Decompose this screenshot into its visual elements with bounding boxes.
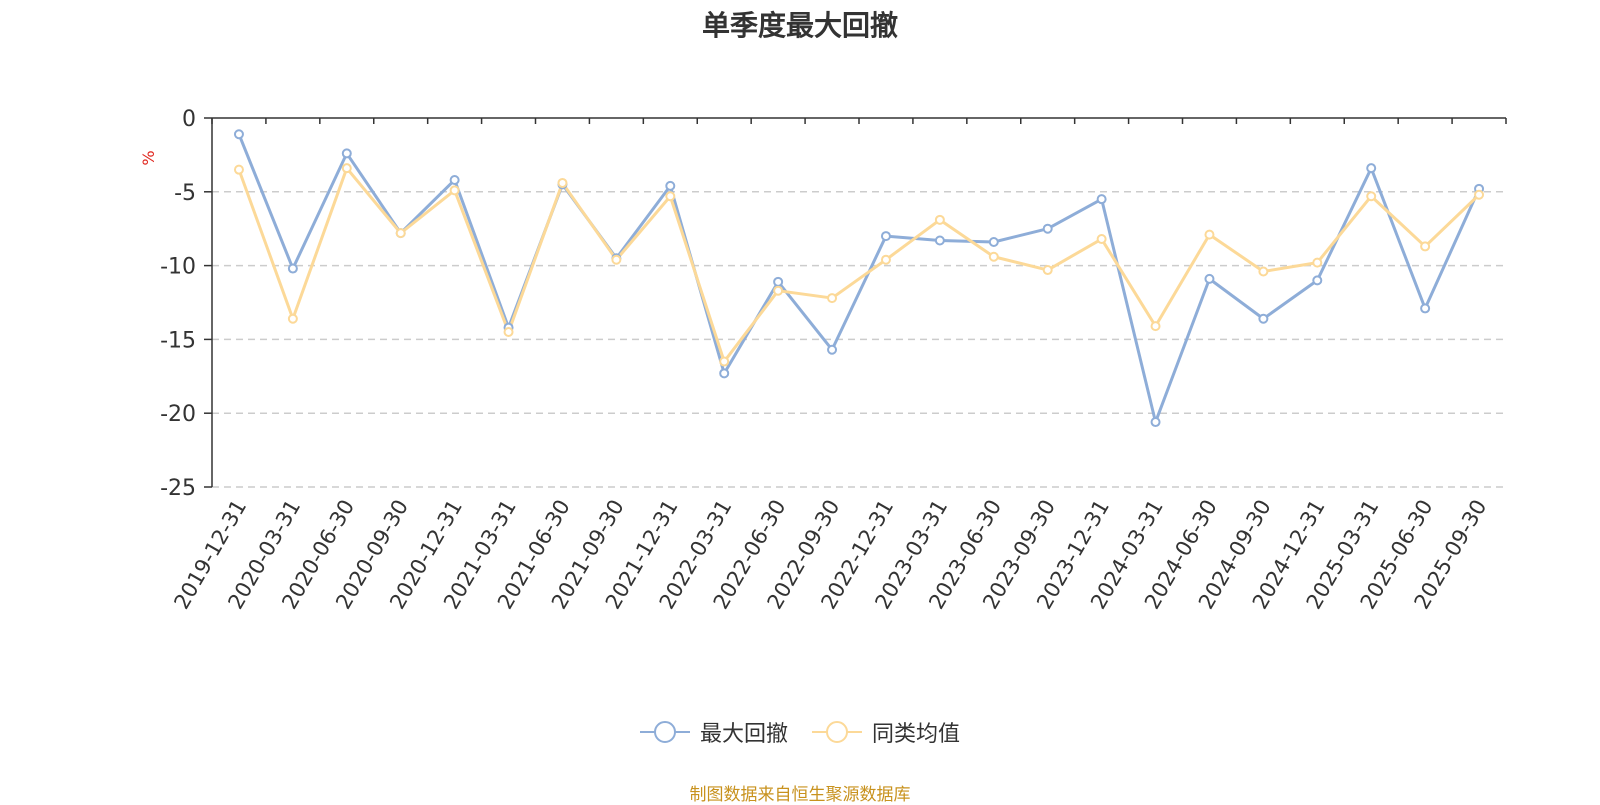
data-source-note: 制图数据来自恒生聚源数据库 [689,785,911,805]
line-chart: 0-5-10-15-20-25%2019-12-312020-03-312020… [139,107,1507,613]
data-point-series-0 [233,129,244,140]
data-point-series-0 [1312,275,1323,286]
data-point-series-1 [449,185,460,196]
y-tick-label: -5 [174,181,196,206]
data-point-series-1 [1474,189,1485,200]
data-point-series-1 [1042,265,1053,276]
data-point-series-1 [611,254,622,265]
y-tick-label: -10 [160,255,196,280]
data-point-series-1 [1420,241,1431,252]
data-point-series-1 [1258,266,1269,277]
series-line-1 [237,166,1481,364]
data-point-series-0 [1096,194,1107,205]
data-point-series-1 [287,313,298,324]
data-point-series-1 [1366,191,1377,202]
y-tick-label: -20 [160,402,196,427]
chart-title: 单季度最大回撤 [701,9,898,42]
data-point-series-0 [827,344,838,355]
legend: 最大回撤 同类均值 [0,716,1600,748]
y-tick-label: -15 [160,328,196,353]
data-point-series-1 [503,327,514,338]
data-point-series-1 [1150,321,1161,332]
legend-label: 最大回撤 [699,722,788,747]
legend-item-max-drawdown[interactable]: 最大回撤 [639,716,788,748]
data-point-series-0 [719,368,730,379]
data-point-series-1 [233,164,244,175]
data-point-series-0 [880,231,891,242]
data-point-series-0 [1366,163,1377,174]
data-point-series-1 [1096,234,1107,245]
data-point-series-0 [287,263,298,274]
data-point-series-1 [1312,257,1323,268]
data-point-series-1 [341,163,352,174]
data-point-series-1 [719,356,730,367]
y-tick-label: 0 [182,107,196,132]
data-point-series-0 [1420,303,1431,314]
data-point-series-0 [934,235,945,246]
data-point-series-0 [1150,417,1161,428]
data-point-series-1 [1204,229,1215,240]
data-point-series-1 [665,191,676,202]
data-point-series-0 [1258,313,1269,324]
data-point-series-0 [1042,223,1053,234]
legend-item-peer-average[interactable]: 同类均值 [812,716,960,748]
data-point-series-1 [880,254,891,265]
data-point-series-1 [827,293,838,304]
data-point-series-1 [988,251,999,262]
data-point-series-0 [1204,273,1215,284]
y-axis-label: % [139,150,158,165]
series-line-0 [237,133,1481,424]
data-point-series-0 [341,148,352,159]
data-point-series-0 [773,276,784,287]
legend-marker-icon [812,721,862,743]
data-point-series-1 [557,177,568,188]
data-point-series-0 [665,180,676,191]
data-point-series-0 [988,236,999,247]
data-point-series-1 [395,228,406,239]
legend-marker-icon [639,721,690,743]
y-tick-label: -25 [160,476,196,501]
legend-label: 同类均值 [872,722,961,747]
data-point-series-1 [934,214,945,225]
data-point-series-1 [773,285,784,296]
data-point-series-0 [449,174,460,185]
